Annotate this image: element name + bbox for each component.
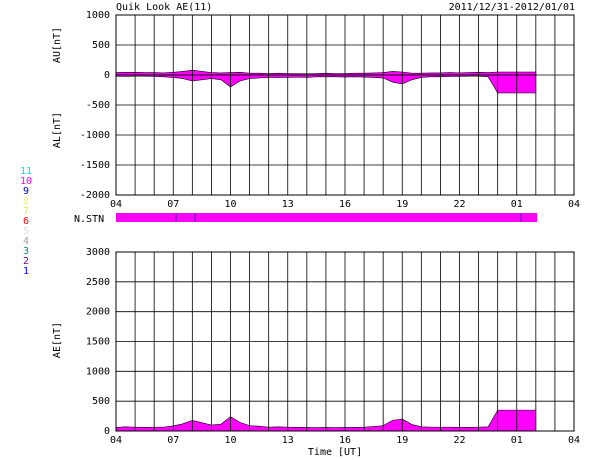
y-tick-label: 1500 [86,337,110,348]
y-tick-label: -2000 [80,190,110,201]
x-tick-label: 07 [167,435,179,446]
x-tick-label: 04 [110,199,122,210]
chart-title: Quik Look AE(11) [116,2,212,13]
y-tick-label: -500 [86,100,110,111]
date-range: 2011/12/31-2012/01/01 [449,2,575,13]
x-tick-label: 16 [339,199,351,210]
x-tick-label: 04 [110,435,122,446]
y-axis-label: AU[nT] [52,27,63,63]
y-tick-label: -1000 [80,130,110,141]
station-legend-label: 11 [20,166,32,177]
x-tick-label: 04 [568,199,580,210]
station-legend-label: 4 [23,236,29,247]
area [115,69,537,76]
x-tick-label: 16 [339,435,351,446]
y-tick-label: 500 [92,40,110,51]
x-tick-label: 13 [282,435,294,446]
station-legend-label: 7 [23,206,29,217]
y-tick-label: 2000 [86,307,110,318]
x-tick-label: 04 [568,435,580,446]
station-legend-label: 8 [23,196,29,207]
y-tick-label: 1000 [86,10,110,21]
x-axis-label: Time [UT] [308,447,362,458]
y-tick-label: -1500 [80,160,110,171]
y-tick-label: 500 [92,396,110,407]
y-tick-label: 1000 [86,366,110,377]
station-legend-label: 9 [23,186,29,197]
x-tick-label: 10 [224,435,236,446]
area [115,74,537,94]
plot-frame [115,251,575,432]
x-tick-label: 19 [396,435,408,446]
station-bar-label: N.STN [74,214,104,225]
area [115,409,537,432]
x-tick-label: 22 [453,199,465,210]
x-tick-label: 22 [453,435,465,446]
y-axis-label: AE[nT] [52,322,63,358]
x-tick-label: 01 [511,199,523,210]
station-legend-label: 10 [20,176,32,187]
x-tick-label: 19 [396,199,408,210]
y-tick-label: 2500 [86,277,110,288]
x-tick-label: 10 [224,199,236,210]
y-axis-label: AL[nT] [52,112,63,148]
station-legend-label: 5 [23,226,29,237]
x-tick-label: 13 [282,199,294,210]
plot-frame [115,14,575,196]
station-legend-label: 1 [23,266,29,277]
x-tick-label: 01 [511,435,523,446]
y-tick-label: 0 [104,70,110,81]
station-legend-label: 3 [23,246,29,257]
station-legend-label: 2 [23,256,29,267]
y-tick-label: 3000 [86,247,110,258]
station-legend-label: 6 [23,216,29,227]
y-tick-label: 0 [104,426,110,437]
station-bar [116,213,537,222]
x-tick-label: 07 [167,199,179,210]
